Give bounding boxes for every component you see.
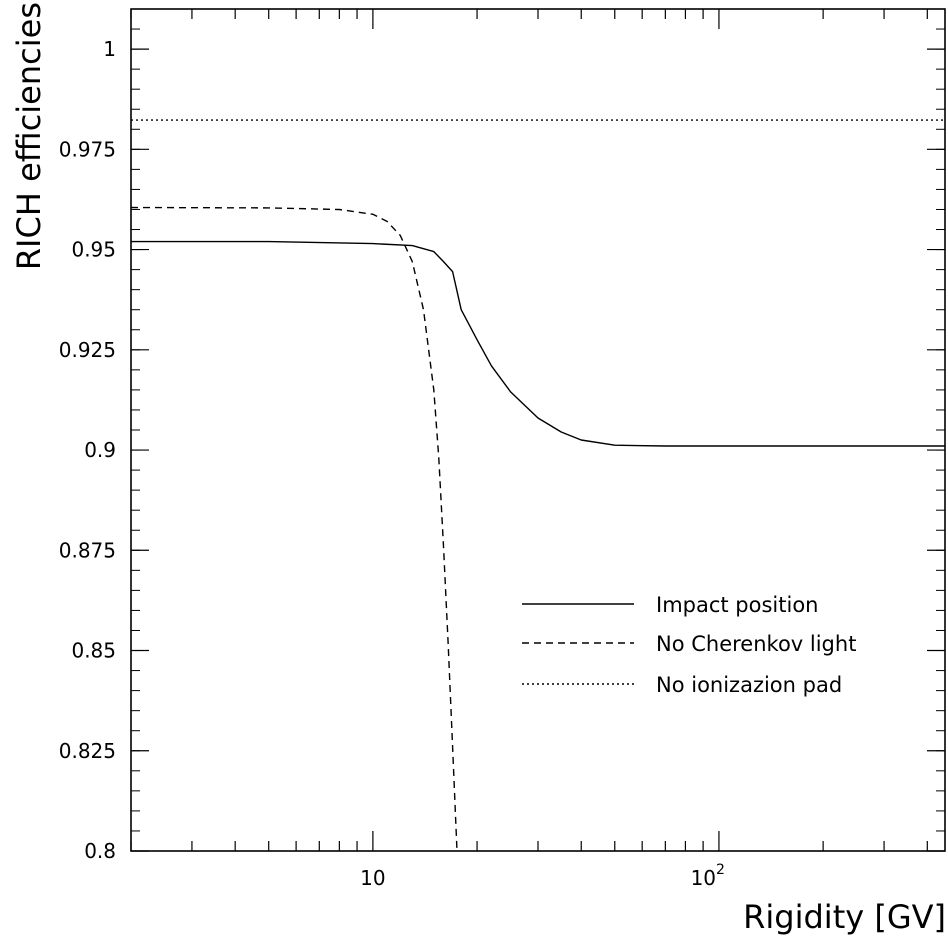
y-tick-label: 0.9 — [84, 438, 116, 462]
legend: Impact position No Cherenkov light No ioni… — [522, 593, 856, 697]
y-tick-label: 0.85 — [71, 639, 116, 663]
legend-label: Impact position — [656, 593, 818, 617]
legend-label: No ionizazion pad — [656, 673, 842, 697]
y-tick-label: 0.95 — [71, 238, 116, 262]
series-line-dashed — [130, 206, 458, 852]
plot-frame — [130, 8, 946, 852]
series-group — [130, 119, 945, 852]
legend-label: No Cherenkov light — [656, 632, 856, 656]
x-axis-title: Rigidity [GV] — [743, 898, 946, 936]
x-tick-exponent: 2 — [716, 862, 725, 878]
x-tick-label: 102 — [691, 862, 725, 890]
axis-ticks-group: 0.8 0.825 0.85 0.875 0.9 0.925 0.95 0.975 1 10 102 — [59, 8, 945, 890]
y-tick-label: 0.975 — [59, 137, 116, 161]
plot-frame-group — [130, 8, 946, 852]
series-line-solid — [131, 240, 945, 447]
y-tick-label: 0.875 — [59, 538, 116, 562]
y-tick-label: 0.8 — [84, 839, 116, 863]
x-tick-label: 10 — [360, 866, 385, 890]
y-tick-label: 0.825 — [59, 739, 116, 763]
y-tick-label: 1 — [103, 37, 116, 61]
y-axis-title: RICH efficiencies — [10, 2, 48, 270]
y-tick-label: 0.925 — [59, 338, 116, 362]
